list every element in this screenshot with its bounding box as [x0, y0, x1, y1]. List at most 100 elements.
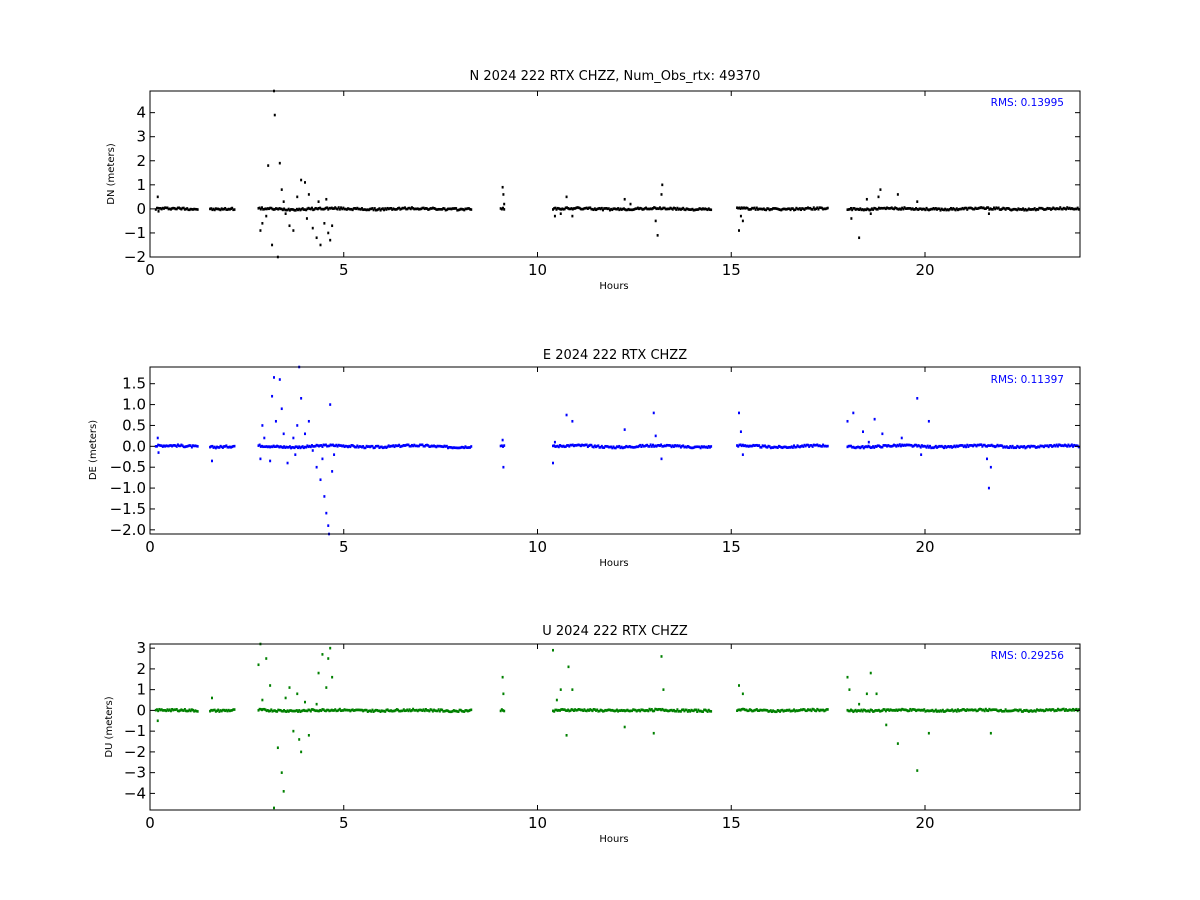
panel-up-data-point: [182, 709, 185, 712]
panel-east-x-tick-label: 10: [528, 538, 547, 556]
panel-north-data-point: [758, 207, 761, 211]
panel-north-data-point: [374, 208, 377, 212]
panel-up-data-point: [625, 709, 628, 712]
panel-up-data-point: [175, 708, 178, 711]
panel-east-data-point: [211, 444, 214, 448]
panel-north-data-point: [911, 207, 914, 210]
panel-up-data-point: [344, 708, 347, 712]
panel-up-data-point: [564, 709, 567, 712]
panel-east-data-point: [213, 445, 216, 449]
panel-north-data-point: [681, 207, 684, 211]
panel-up-data-point: [989, 708, 992, 712]
panel-up-data-point: [316, 709, 319, 713]
panel-north-data-point: [965, 206, 968, 210]
panel-north-data-point: [903, 206, 906, 209]
panel-north-data-point: [381, 207, 384, 210]
panel-north-data-point: [1076, 206, 1079, 210]
panel-north-data-point: [869, 212, 872, 215]
panel-east-data-point: [174, 444, 177, 447]
panel-north-data-point: [920, 208, 923, 211]
panel-up-data-point: [903, 708, 906, 712]
panel-up-data-point: [908, 709, 911, 713]
panel-east-data-point: [987, 486, 990, 490]
panel-up-data-point: [880, 709, 883, 713]
panel-east-data-point: [875, 445, 878, 448]
panel-east-data-point: [224, 445, 227, 448]
panel-north-data-point: [919, 207, 922, 211]
panel-north-data-point: [986, 206, 988, 209]
panel-east-data-point: [752, 443, 755, 447]
panel-east-data-point: [300, 397, 303, 400]
panel-up-y-tick-label: 2: [136, 660, 146, 678]
panel-up-data-point: [1009, 709, 1012, 713]
panel-up-data-point: [891, 709, 894, 712]
panel-up-y-tick-label: −2: [124, 743, 146, 761]
panel-east-data-point: [629, 445, 632, 449]
panel-north-data-point: [626, 208, 629, 212]
panel-north-data-point: [344, 207, 347, 211]
panel-east-data-point: [803, 443, 806, 447]
panel-north-data-point: [448, 207, 451, 211]
panel-north-data-point: [288, 209, 291, 212]
panel-east-data-point: [156, 436, 159, 440]
panel-north-data-point: [873, 206, 876, 210]
panel-up-data-point: [440, 708, 443, 711]
panel-up-data-point: [626, 708, 629, 712]
panel-north-data-point: [388, 207, 391, 210]
panel-up-data-point: [298, 738, 301, 741]
panel-up-data-point: [159, 708, 162, 712]
panel-east-data-point: [901, 443, 904, 447]
panel-east-data-point: [991, 444, 994, 448]
panel-north-data-point: [412, 207, 415, 210]
panel-up-data-point: [619, 709, 622, 713]
panel-north-data-point: [1018, 208, 1021, 211]
panel-north-data-point: [581, 207, 584, 211]
panel-up-data-point: [557, 708, 560, 712]
panel-north-data-point: [942, 208, 945, 212]
panel-east-data-point: [959, 444, 962, 447]
panel-up-y-tick-label: 3: [136, 639, 146, 657]
panel-north-data-point: [271, 207, 274, 211]
panel-east-data-point: [989, 444, 992, 447]
panel-north-y-tick-label: 0: [136, 200, 146, 218]
panel-up-data-point: [394, 708, 397, 712]
panel-east-data-point: [340, 444, 343, 447]
panel-east-data-point: [949, 445, 952, 448]
panel-north-data-point: [761, 208, 764, 211]
panel-east-data-point: [784, 445, 787, 449]
panel-east-data-point: [176, 443, 179, 447]
panel-up-data-point: [401, 709, 404, 713]
panel-east-data-point: [902, 444, 905, 447]
panel-east-data-point: [305, 445, 308, 449]
panel-east-data-point: [948, 445, 951, 449]
panel-up-data-point: [1065, 708, 1068, 711]
panel-east-data-point: [813, 443, 816, 447]
panel-north-data-point: [605, 207, 608, 210]
panel-north-data-point: [954, 208, 957, 212]
panel-up-data-point: [767, 710, 770, 713]
panel-north-data-point: [1004, 208, 1007, 211]
panel-east-data-point: [445, 444, 448, 448]
panel-north-data-point: [433, 206, 436, 210]
panel-east-data-point: [1035, 445, 1038, 449]
panel-east-data-point: [863, 445, 866, 449]
panel-up-data-point: [652, 731, 655, 735]
panel-north-data-point: [898, 207, 901, 211]
panel-east-data-point: [568, 445, 571, 448]
panel-north-data-point: [704, 207, 707, 210]
panel-east-data-point: [1010, 446, 1013, 449]
panel-east-data-point: [941, 445, 944, 449]
panel-up-data-point: [307, 708, 310, 712]
panel-up-data-point: [960, 709, 963, 712]
panel-east-data-point: [225, 444, 228, 448]
panel-up-data-point: [577, 708, 580, 711]
panel-east-data-point: [800, 445, 802, 448]
panel-east-data-point: [628, 445, 631, 448]
panel-north-data-point: [1020, 208, 1023, 211]
panel-east-data-point: [590, 443, 593, 447]
panel-up-data-point: [977, 708, 980, 711]
panel-north-data-point: [1017, 207, 1020, 210]
panel-north-data-point: [501, 185, 504, 189]
panel-north-data-point: [459, 207, 462, 211]
panel-up-data-point: [556, 709, 559, 712]
